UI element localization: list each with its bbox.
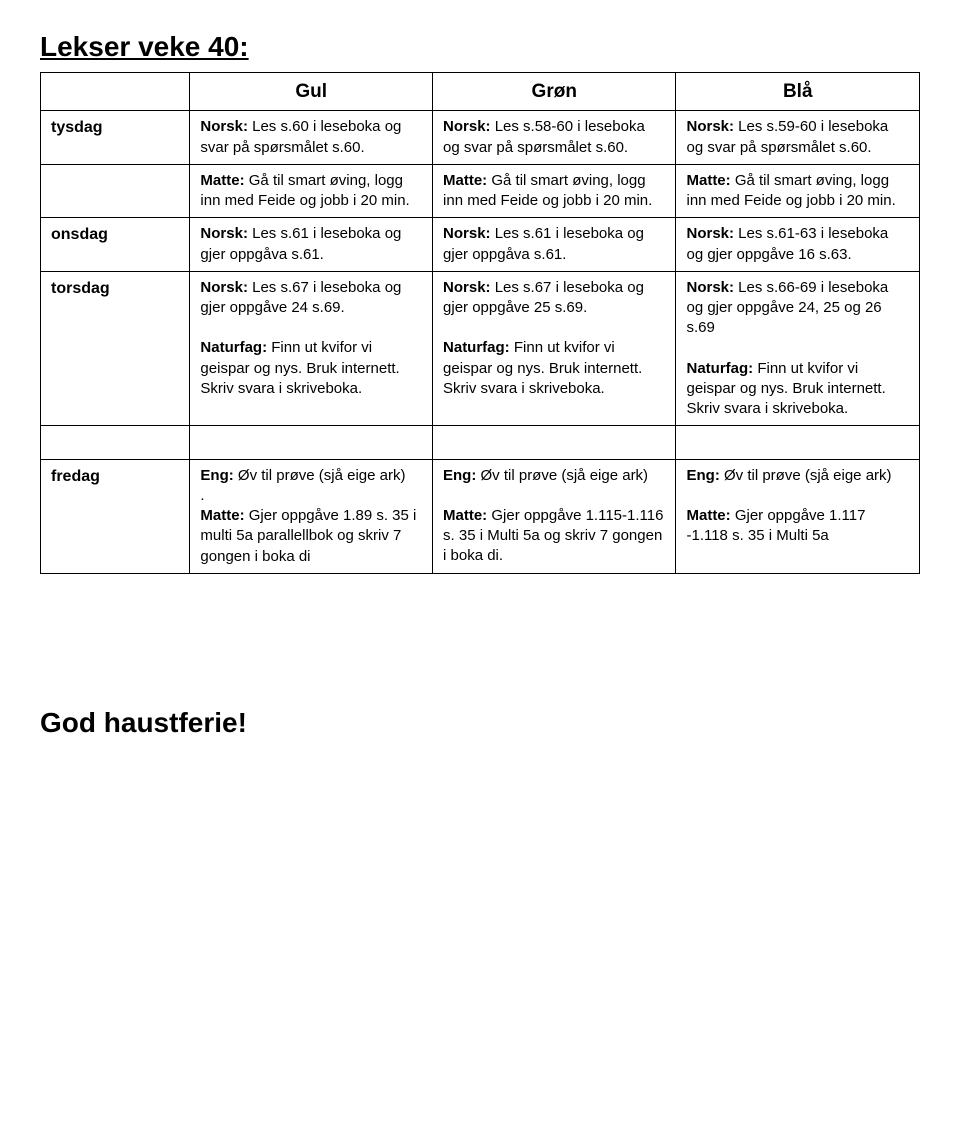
cell-text: Norsk: Les s.67 i leseboka og gjer oppgå… [443, 278, 665, 319]
cell-empty [190, 426, 433, 459]
cell-empty [433, 426, 676, 459]
table-row: tysdag Norsk: Les s.60 i leseboka og sva… [41, 111, 920, 165]
cell-text: Naturfag: Finn ut kvifor vi geispar og n… [686, 359, 909, 420]
cell-text: Matte: Gjer oppgåve 1.89 s. 35 i multi 5… [200, 506, 422, 567]
cell-fredag-gron: Eng: Øv til prøve (sjå eige ark) Matte: … [433, 459, 676, 573]
header-gron: Grøn [433, 72, 676, 111]
cell-text: Eng: Øv til prøve (sjå eige ark) [686, 466, 909, 486]
cell-text: Eng: Øv til prøve (sjå eige ark) [443, 466, 665, 486]
cell-fredag-bla: Eng: Øv til prøve (sjå eige ark) Matte: … [676, 459, 920, 573]
cell-tysdag-gul-b: Matte: Gå til smart øving, logg inn med … [190, 164, 433, 218]
day-label-tysdag: tysdag [41, 111, 190, 165]
header-blank [41, 72, 190, 111]
cell-tysdag-bla-b: Matte: Gå til smart øving, logg inn med … [676, 164, 920, 218]
cell-text: . [200, 486, 422, 506]
cell-text: Matte: Gjer oppgåve 1.115-1.116 s. 35 i … [443, 506, 665, 567]
cell-onsdag-bla: Norsk: Les s.61-63 i leseboka og gjer op… [676, 218, 920, 272]
cell-text: Naturfag: Finn ut kvifor vi geispar og n… [443, 338, 665, 399]
cell-text: Norsk: Les s.67 i leseboka og gjer oppgå… [200, 278, 422, 319]
cell-torsdag-gul: Norsk: Les s.67 i leseboka og gjer oppgå… [190, 271, 433, 426]
homework-table: Gul Grøn Blå tysdag Norsk: Les s.60 i le… [40, 72, 920, 574]
cell-text: Eng: Øv til prøve (sjå eige ark) [200, 466, 422, 486]
cell-empty [676, 426, 920, 459]
cell-text: Naturfag: Finn ut kvifor vi geispar og n… [200, 338, 422, 399]
cell-empty [41, 426, 190, 459]
table-row: onsdag Norsk: Les s.61 i leseboka og gje… [41, 218, 920, 272]
header-row: Gul Grøn Blå [41, 72, 920, 111]
cell-text: Matte: Gjer oppgåve 1.117 -1.118 s. 35 i… [686, 506, 909, 547]
cell-tysdag-gron-a: Norsk: Les s.58-60 i leseboka og svar på… [433, 111, 676, 165]
cell-tysdag-gron-b: Matte: Gå til smart øving, logg inn med … [433, 164, 676, 218]
table-row [41, 426, 920, 459]
cell-text: Norsk: Les s.66-69 i leseboka og gjer op… [686, 278, 909, 339]
day-label-fredag: fredag [41, 459, 190, 573]
day-label-onsdag: onsdag [41, 218, 190, 272]
cell-torsdag-gron: Norsk: Les s.67 i leseboka og gjer oppgå… [433, 271, 676, 426]
page-title: Lekser veke 40: [40, 28, 920, 66]
cell-onsdag-gul: Norsk: Les s.61 i leseboka og gjer oppgå… [190, 218, 433, 272]
table-row: Matte: Gå til smart øving, logg inn med … [41, 164, 920, 218]
header-gul: Gul [190, 72, 433, 111]
cell-tysdag-bla-a: Norsk: Les s.59-60 i leseboka og svar på… [676, 111, 920, 165]
cell-fredag-gul: Eng: Øv til prøve (sjå eige ark) . Matte… [190, 459, 433, 573]
table-row: fredag Eng: Øv til prøve (sjå eige ark) … [41, 459, 920, 573]
cell-tysdag-gul-a: Norsk: Les s.60 i leseboka og svar på sp… [190, 111, 433, 165]
table-row: torsdag Norsk: Les s.67 i leseboka og gj… [41, 271, 920, 426]
header-bla: Blå [676, 72, 920, 111]
footer-text: God haustferie! [40, 704, 920, 742]
cell-empty [41, 164, 190, 218]
day-label-torsdag: torsdag [41, 271, 190, 426]
cell-onsdag-gron: Norsk: Les s.61 i leseboka og gjer oppgå… [433, 218, 676, 272]
cell-torsdag-bla: Norsk: Les s.66-69 i leseboka og gjer op… [676, 271, 920, 426]
